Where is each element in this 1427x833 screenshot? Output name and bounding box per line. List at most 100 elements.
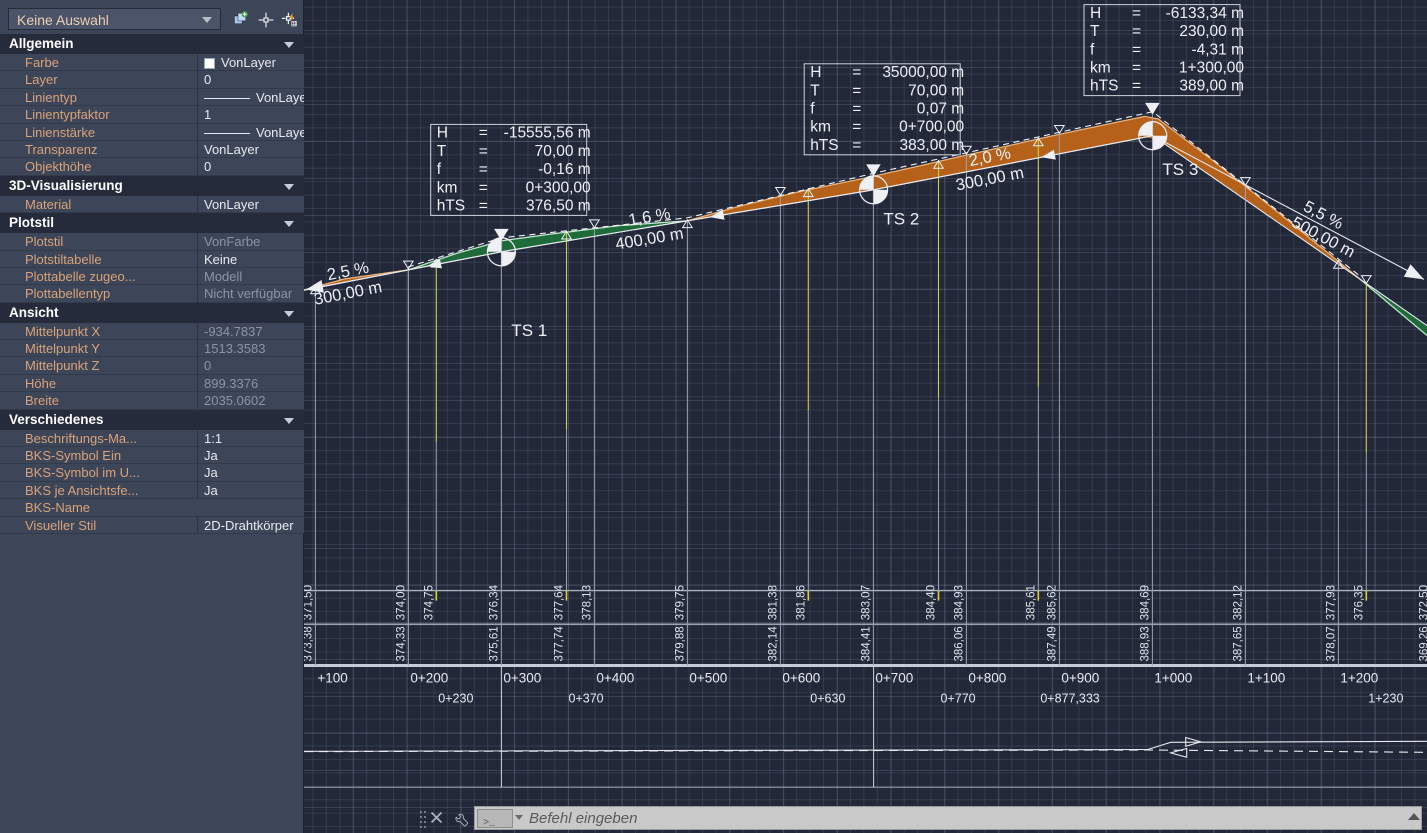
svg-text:385,61: 385,61 [1025,585,1037,620]
svg-text:381,86: 381,86 [795,585,807,620]
svg-text:1+100: 1+100 [1247,671,1285,686]
svg-text:377,74: 377,74 [554,626,566,662]
svg-text:388,93: 388,93 [1139,626,1151,661]
svg-text:T: T [437,143,447,160]
svg-text:=: = [479,161,488,178]
svg-text:0+800: 0+800 [968,671,1006,686]
svg-text:>_: >_ [483,818,496,828]
svg-text:-6133,34 m: -6133,34 m [1166,5,1244,22]
svg-text:387,49: 387,49 [1046,626,1058,661]
svg-text:=: = [479,179,488,196]
svg-text:0+700,00: 0+700,00 [899,119,964,136]
svg-text:T: T [810,82,820,99]
svg-text:0+200: 0+200 [410,671,448,686]
svg-text:hTS: hTS [810,137,838,154]
svg-text:0+300: 0+300 [503,671,541,686]
svg-text:H: H [810,64,821,81]
svg-text:0+300,00: 0+300,00 [526,179,591,196]
svg-text:+100: +100 [317,671,347,686]
svg-text:382,12: 382,12 [1232,585,1244,620]
svg-text:0+700: 0+700 [875,671,913,686]
svg-text:386,06: 386,06 [953,626,965,661]
svg-text:km: km [437,179,458,196]
svg-text:375,61: 375,61 [488,626,500,661]
svg-text:f: f [437,161,442,178]
svg-text:378,13: 378,13 [581,585,593,620]
svg-text:376,34: 376,34 [488,584,500,620]
svg-text:=: = [1132,23,1141,40]
svg-text:0+400: 0+400 [596,671,634,686]
svg-text:70,00 m: 70,00 m [908,82,964,99]
svg-text:384,93: 384,93 [953,585,965,620]
svg-text:379,88: 379,88 [674,626,686,661]
svg-text:384,41: 384,41 [860,626,872,661]
svg-text:1+300,00: 1+300,00 [1179,60,1244,77]
svg-text:1+230: 1+230 [1368,692,1403,706]
svg-text:0+230: 0+230 [438,692,473,706]
svg-text:=: = [852,137,861,154]
svg-text:378,07: 378,07 [1325,626,1337,661]
svg-text:376,35: 376,35 [1353,585,1365,620]
svg-text:0+877,333: 0+877,333 [1040,692,1099,706]
svg-text:0+630: 0+630 [810,692,845,706]
svg-text:373,38: 373,38 [304,626,314,661]
svg-text:=: = [852,101,861,118]
svg-text:hTS: hTS [1090,78,1118,95]
svg-text:1+000: 1+000 [1154,671,1192,686]
svg-text:=: = [1132,78,1141,95]
svg-text:0+900: 0+900 [1061,671,1099,686]
svg-text:379,75: 379,75 [674,585,686,620]
svg-text:35000,00 m: 35000,00 m [882,64,964,81]
svg-text:377,93: 377,93 [1325,585,1337,620]
svg-text:384,40: 384,40 [926,585,938,620]
svg-text:=: = [479,198,488,215]
svg-text:0+600: 0+600 [782,671,820,686]
svg-text:TS 1: TS 1 [511,321,547,340]
svg-text:=: = [1132,41,1141,58]
svg-text:381,38: 381,38 [767,585,779,620]
svg-text:H: H [1090,5,1101,22]
svg-text:0+770: 0+770 [941,692,976,706]
svg-text:371,50: 371,50 [304,585,314,620]
svg-text:km: km [1090,60,1111,77]
svg-text:372,50: 372,50 [1418,585,1427,620]
svg-text:H: H [437,125,448,142]
svg-text:1,6 %: 1,6 % [627,205,672,230]
svg-text:383,00 m: 383,00 m [900,137,965,154]
svg-text:374,33: 374,33 [395,626,407,661]
svg-text:384,69: 384,69 [1139,585,1151,620]
svg-text:-0,16 m: -0,16 m [538,161,591,178]
svg-text:=: = [479,125,488,142]
svg-text:TS 2: TS 2 [883,209,919,228]
svg-text:-15555,56 m: -15555,56 m [504,125,591,142]
svg-text:374,00: 374,00 [395,585,407,620]
svg-text:377,64: 377,64 [554,584,566,620]
svg-text:T: T [1090,23,1100,40]
svg-text:0,07 m: 0,07 m [917,101,964,118]
svg-text:382,14: 382,14 [767,626,779,662]
svg-text:374,75: 374,75 [423,585,435,620]
svg-text:0+370: 0+370 [569,692,604,706]
svg-text:385,62: 385,62 [1046,585,1058,620]
svg-text:0+500: 0+500 [689,671,727,686]
svg-text:230,00 m: 230,00 m [1179,23,1244,40]
svg-text:-4,31 m: -4,31 m [1191,41,1244,58]
svg-text:389,00 m: 389,00 m [1179,78,1244,95]
svg-text:=: = [1132,60,1141,77]
svg-text:=: = [1132,5,1141,22]
svg-text:f: f [810,101,815,118]
svg-text:=: = [852,119,861,136]
svg-text:f: f [1090,41,1095,58]
svg-text:387,65: 387,65 [1232,626,1244,661]
svg-text:km: km [810,119,831,136]
svg-text:hTS: hTS [437,198,465,215]
svg-text:1+200: 1+200 [1340,671,1378,686]
svg-text:376,50 m: 376,50 m [526,198,591,215]
svg-text:369,26: 369,26 [1418,626,1427,661]
svg-text:383,07: 383,07 [860,585,872,620]
svg-text:70,00 m: 70,00 m [535,143,591,160]
svg-text:=: = [479,143,488,160]
svg-text:TS 3: TS 3 [1162,160,1198,179]
svg-text:300,00 m: 300,00 m [313,278,384,309]
svg-text:=: = [852,64,861,81]
